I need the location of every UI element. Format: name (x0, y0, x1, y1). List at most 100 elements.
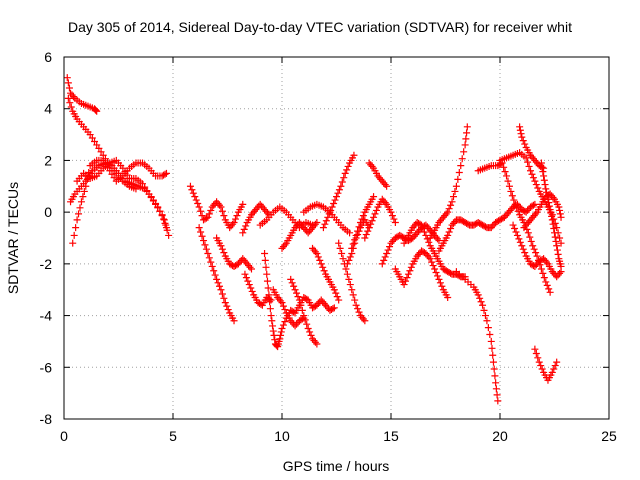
data-point (197, 207, 205, 215)
data-point (64, 94, 72, 102)
data-point (191, 193, 199, 201)
data-point (198, 232, 206, 240)
data-point (521, 140, 529, 148)
data-point (513, 231, 521, 239)
data-point (220, 294, 228, 302)
data-point (355, 223, 363, 231)
data-point (358, 215, 366, 223)
data-point (230, 317, 238, 325)
data-point (425, 253, 433, 261)
data-point (361, 317, 369, 325)
data-point (402, 277, 410, 285)
data-point (194, 200, 202, 208)
data-point (303, 320, 311, 328)
data-point (287, 275, 295, 283)
data-point (420, 228, 428, 236)
data-point (322, 217, 330, 225)
data-point (527, 167, 535, 175)
series-track-a (63, 74, 101, 115)
data-point (371, 210, 379, 218)
data-point (490, 365, 498, 373)
series-track-e (73, 156, 170, 232)
x-axis-label: GPS time / hours (283, 458, 390, 474)
data-point (527, 237, 535, 245)
data-point (290, 282, 298, 290)
data-point (380, 256, 388, 264)
data-point (218, 245, 226, 253)
data-point (205, 254, 213, 262)
data-point (66, 99, 74, 107)
data-points (63, 74, 565, 405)
axis-ticks: 0 5 10 15 20 25 -8 -6 -4 -2 0 2 4 6 (40, 49, 617, 444)
data-point (269, 327, 277, 335)
data-point (532, 349, 540, 357)
data-point (529, 201, 537, 209)
data-point (539, 168, 547, 176)
data-point (522, 154, 530, 162)
data-point (313, 340, 321, 348)
data-point (444, 208, 452, 216)
plot-frame (63, 56, 610, 420)
data-point (381, 199, 389, 207)
y-axis-label: SDTVAR / TECUs (5, 182, 21, 294)
data-point (546, 206, 554, 214)
data-point (343, 270, 351, 278)
data-point (82, 182, 90, 190)
data-point (461, 141, 469, 149)
data-point (216, 282, 224, 290)
x-tick-label: 20 (492, 428, 508, 444)
series-track-w (361, 195, 399, 242)
data-point (534, 184, 542, 192)
data-point (331, 196, 339, 204)
data-point (202, 214, 210, 222)
data-point (538, 365, 546, 373)
data-point (556, 210, 564, 218)
series-track-v (365, 159, 391, 190)
data-point (195, 203, 203, 211)
data-point (494, 397, 502, 405)
data-point (436, 279, 444, 287)
data-point (547, 209, 555, 217)
data-point (72, 224, 80, 232)
data-point (552, 237, 560, 245)
data-point (486, 331, 494, 339)
data-point (370, 193, 378, 201)
data-point (500, 163, 508, 171)
y-tick-label: 4 (44, 101, 52, 117)
series-track-aa (426, 123, 471, 242)
data-point (543, 192, 551, 200)
data-point (521, 249, 529, 257)
data-point (492, 385, 500, 393)
data-point (503, 172, 511, 180)
data-point (239, 229, 247, 237)
data-point (277, 331, 285, 339)
x-tick-label: 25 (601, 428, 617, 444)
data-point (540, 164, 548, 172)
data-point (545, 202, 553, 210)
series-track-h (213, 234, 255, 273)
data-point (479, 301, 487, 309)
data-point (205, 210, 213, 218)
x-tick-label: 15 (383, 428, 399, 444)
data-point (288, 279, 296, 287)
data-point (242, 222, 250, 230)
data-point (263, 270, 271, 278)
data-point (513, 204, 521, 212)
x-tick-label: 0 (60, 428, 68, 444)
data-point (330, 200, 338, 208)
data-point (161, 170, 169, 178)
data-point (270, 331, 278, 339)
data-point (220, 212, 228, 220)
data-point (372, 206, 380, 214)
data-point (333, 193, 340, 201)
data-point (314, 253, 322, 261)
data-point (548, 368, 556, 376)
data-point (160, 215, 168, 223)
data-point (444, 231, 452, 239)
data-point (368, 162, 376, 170)
x-tick-label: 5 (169, 428, 177, 444)
data-point (218, 207, 226, 215)
data-point (524, 229, 532, 237)
series-track-ad (474, 159, 554, 296)
data-point (320, 267, 328, 275)
